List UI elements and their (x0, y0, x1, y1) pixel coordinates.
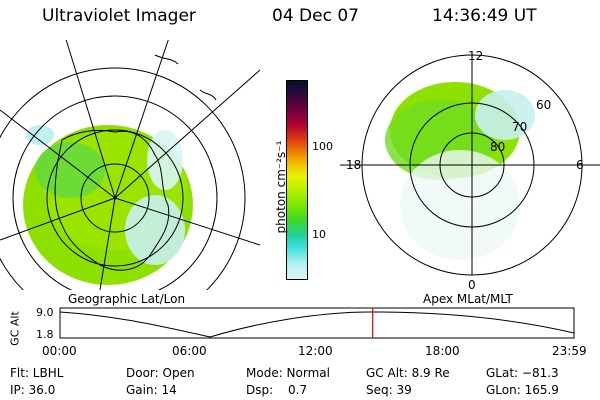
magnetic-map: 12 18 6 0 60 70 80 (340, 49, 600, 292)
mode-info: Mode: Normal (246, 366, 330, 380)
gain-info: Gain: 14 (126, 383, 177, 397)
apex-coords-label: Apex MLat/MLT (423, 292, 513, 306)
altitude-tick-low: 1.8 (36, 328, 54, 341)
colorbar-tick-10: 10 (312, 228, 326, 241)
filter-info: Flt: LBHL (10, 366, 64, 380)
mlt-label-6: 6 (576, 158, 584, 172)
colorbar-tick-100: 100 (312, 140, 333, 153)
imager-title: Ultraviolet Imager (42, 6, 196, 26)
geographic-latitude: GLat: −81.3 (486, 366, 559, 380)
image-time: 14:36:49 UT (432, 6, 537, 26)
mlat-label-60: 60 (536, 98, 551, 112)
coastline (54, 129, 170, 271)
door-info: Door: Open (126, 366, 195, 380)
geographic-coords-label: Geographic Lat/Lon (68, 292, 186, 306)
intensity-colorbar (286, 80, 308, 280)
altitude-axis-label: GC Alt (8, 311, 22, 346)
time-tick-0600: 06:00 (172, 344, 207, 358)
ip-info: IP: 36.0 (10, 383, 56, 397)
mlt-label-18: 18 (346, 158, 361, 172)
altitude-curve (59, 311, 575, 338)
time-tick-1200: 12:00 (298, 344, 333, 358)
mlat-label-80: 80 (490, 140, 505, 154)
time-tick-2359: 23:59 (552, 344, 587, 358)
image-date: 04 Dec 07 (272, 6, 359, 26)
geographic-map (0, 40, 260, 290)
mlt-label-0: 0 (468, 278, 476, 292)
dsp-label: Dsp: (246, 383, 274, 397)
time-tick-1800: 18:00 (425, 344, 460, 358)
colorbar-unit-label: photon cm⁻²s⁻¹ (274, 140, 288, 234)
gc-altitude-info: GC Alt: 8.9 Re (366, 366, 450, 380)
altitude-tick-high: 9.0 (36, 306, 54, 319)
mlt-label-12: 12 (468, 49, 483, 63)
geographic-longitude: GLon: 165.9 (486, 383, 559, 397)
time-tick-0000: 00:00 (42, 344, 77, 358)
altitude-plot (59, 307, 575, 339)
sequence-info: Seq: 39 (366, 383, 412, 397)
dsp-value: 0.7 (288, 383, 308, 397)
mlat-label-70: 70 (512, 120, 527, 134)
